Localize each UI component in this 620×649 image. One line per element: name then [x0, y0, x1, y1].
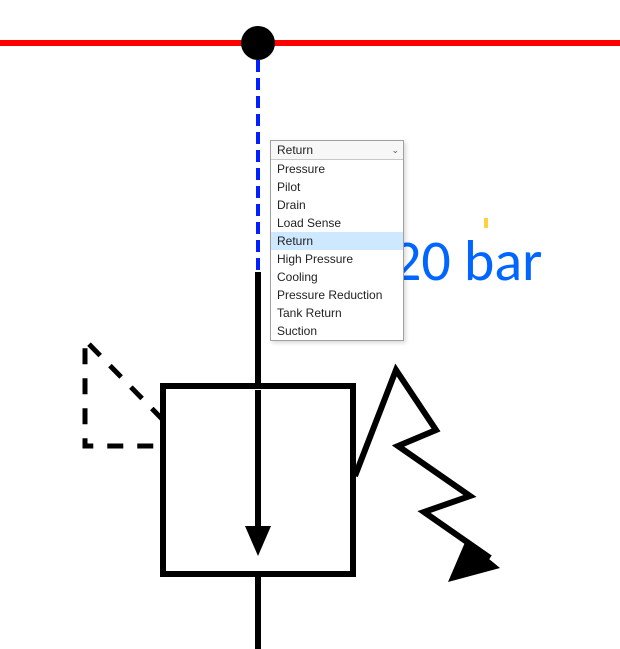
- line-type-option[interactable]: Pilot: [271, 178, 403, 196]
- line-type-option[interactable]: Return: [271, 232, 403, 250]
- pilot-line: [85, 340, 163, 446]
- line-type-selected-label: Return: [277, 143, 313, 157]
- line-type-option[interactable]: Load Sense: [271, 214, 403, 232]
- line-type-option[interactable]: Pressure Reduction: [271, 286, 403, 304]
- line-type-option[interactable]: High Pressure: [271, 250, 403, 268]
- spring-symbol: [355, 370, 500, 582]
- line-type-option[interactable]: Cooling: [271, 268, 403, 286]
- line-type-option[interactable]: Tank Return: [271, 304, 403, 322]
- line-type-option[interactable]: Drain: [271, 196, 403, 214]
- line-type-option[interactable]: Pressure: [271, 160, 403, 178]
- line-type-dropdown-selected[interactable]: Return ⌄: [271, 141, 403, 160]
- valve-flow-arrow: [245, 390, 271, 556]
- line-type-option[interactable]: Suction: [271, 322, 403, 340]
- chevron-down-icon: ⌄: [383, 145, 399, 156]
- line-type-dropdown[interactable]: Return ⌄ PressurePilotDrainLoad SenseRet…: [270, 140, 404, 341]
- line-type-dropdown-list[interactable]: PressurePilotDrainLoad SenseReturnHigh P…: [271, 160, 403, 340]
- junction-node: [241, 26, 275, 60]
